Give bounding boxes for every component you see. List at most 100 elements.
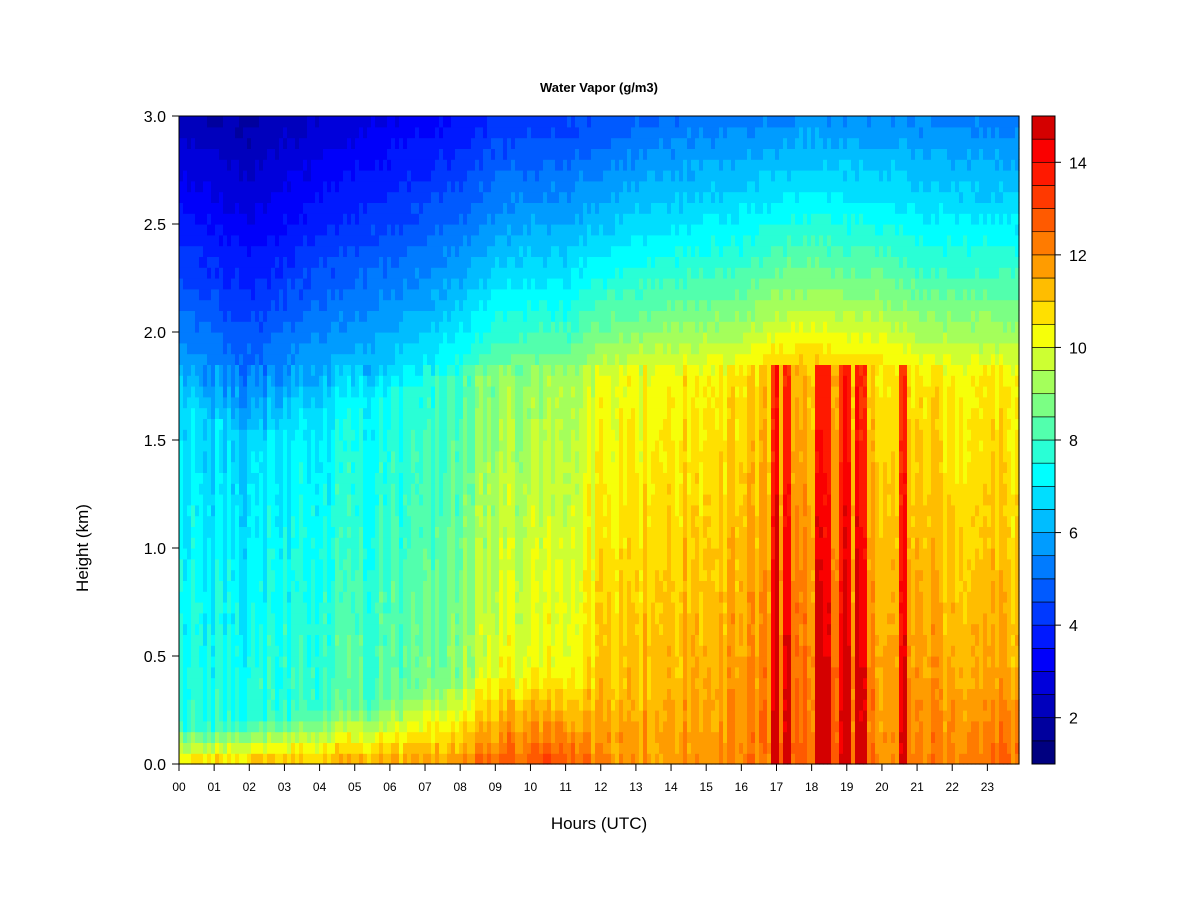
heatmap-cell xyxy=(395,299,400,311)
heatmap-cell xyxy=(499,386,504,398)
heatmap-cell xyxy=(503,116,508,128)
heatmap-cell xyxy=(239,353,244,365)
heatmap-cell xyxy=(371,634,376,646)
heatmap-cell xyxy=(319,396,324,409)
heatmap-cell xyxy=(363,159,368,171)
heatmap-cell xyxy=(295,116,300,128)
heatmap-cell xyxy=(231,137,236,149)
heatmap-cell xyxy=(327,591,332,603)
heatmap-cell xyxy=(407,440,412,452)
heatmap-cell xyxy=(463,159,468,171)
heatmap-cell xyxy=(283,170,288,182)
heatmap-cell xyxy=(231,180,236,193)
heatmap-cell xyxy=(275,245,280,257)
heatmap-cell xyxy=(411,483,416,495)
heatmap-cell xyxy=(319,731,324,743)
heatmap-cell xyxy=(451,278,456,290)
heatmap-cell xyxy=(347,461,352,473)
heatmap-cell xyxy=(395,656,400,668)
heatmap-cell xyxy=(347,623,352,635)
heatmap-cell xyxy=(415,321,420,333)
heatmap-cell xyxy=(415,494,420,506)
heatmap-cell xyxy=(287,450,292,463)
heatmap-cell xyxy=(215,720,220,733)
heatmap-cell xyxy=(507,353,512,365)
heatmap-cell xyxy=(279,213,284,225)
heatmap-cell xyxy=(395,245,400,257)
heatmap-cell xyxy=(247,699,252,711)
heatmap-cell xyxy=(327,353,332,365)
heatmap-cell xyxy=(355,699,360,711)
heatmap-cell xyxy=(283,224,288,236)
heatmap-cell xyxy=(299,256,304,268)
heatmap-cell xyxy=(219,548,224,560)
heatmap-cell xyxy=(419,407,424,419)
heatmap-cell xyxy=(431,688,436,700)
heatmap-cell xyxy=(295,332,300,344)
heatmap-cell xyxy=(375,710,380,722)
heatmap-cell xyxy=(343,278,348,290)
heatmap-cell xyxy=(243,666,248,679)
heatmap-cell xyxy=(487,720,492,733)
heatmap-cell xyxy=(339,332,344,344)
heatmap-cell xyxy=(303,742,308,754)
heatmap-cell xyxy=(495,202,500,214)
heatmap-cell xyxy=(179,191,184,203)
heatmap-cell xyxy=(251,515,256,527)
heatmap-cell xyxy=(459,137,464,149)
heatmap-cell xyxy=(467,440,472,452)
heatmap-cell xyxy=(343,494,348,506)
heatmap-cell xyxy=(411,558,416,571)
heatmap-cell xyxy=(255,364,260,376)
heatmap-cell xyxy=(283,602,288,614)
heatmap-cell xyxy=(235,710,240,722)
heatmap-cell xyxy=(279,472,284,484)
heatmap-cell xyxy=(375,256,380,268)
heatmap-cell xyxy=(499,148,504,160)
heatmap-cell xyxy=(355,396,360,409)
heatmap-cell xyxy=(491,418,496,430)
heatmap-cell xyxy=(387,364,392,376)
heatmap-cell xyxy=(179,332,184,344)
heatmap-cell xyxy=(207,386,212,398)
heatmap-cell xyxy=(311,148,316,160)
heatmap-cell xyxy=(299,634,304,646)
heatmap-cell xyxy=(199,234,204,247)
heatmap-cell xyxy=(235,537,240,549)
heatmap-cell xyxy=(203,234,208,247)
heatmap-cell xyxy=(435,245,440,257)
heatmap-cell xyxy=(303,353,308,365)
heatmap-cell xyxy=(179,494,184,506)
heatmap-cell xyxy=(435,202,440,214)
heatmap-cell xyxy=(199,353,204,365)
heatmap-cell xyxy=(503,213,508,225)
heatmap-cell xyxy=(327,418,332,430)
heatmap-cell xyxy=(223,656,228,668)
heatmap-cell xyxy=(463,180,468,193)
heatmap-cell xyxy=(447,612,452,625)
heatmap-cell xyxy=(299,375,304,387)
heatmap-cell xyxy=(335,256,340,268)
heatmap-cell xyxy=(187,180,192,193)
heatmap-cell xyxy=(339,558,344,571)
heatmap-cell xyxy=(255,213,260,225)
heatmap-cell xyxy=(287,321,292,333)
heatmap-cell xyxy=(407,234,412,247)
heatmap-cell xyxy=(395,645,400,657)
heatmap-cell xyxy=(255,224,260,236)
heatmap-cell xyxy=(267,634,272,646)
heatmap-cell xyxy=(347,440,352,452)
heatmap-cell xyxy=(327,472,332,484)
heatmap-cell xyxy=(379,364,384,376)
heatmap-cell xyxy=(479,332,484,344)
heatmap-cell xyxy=(211,515,216,527)
heatmap-cell xyxy=(195,245,200,257)
heatmap-cell xyxy=(199,126,204,139)
heatmap-cell xyxy=(299,224,304,236)
heatmap-cell xyxy=(459,720,464,733)
heatmap-cell xyxy=(491,710,496,722)
heatmap-cell xyxy=(319,720,324,733)
heatmap-cell xyxy=(359,191,364,203)
heatmap-cell xyxy=(511,688,516,700)
heatmap-cell xyxy=(483,429,488,441)
